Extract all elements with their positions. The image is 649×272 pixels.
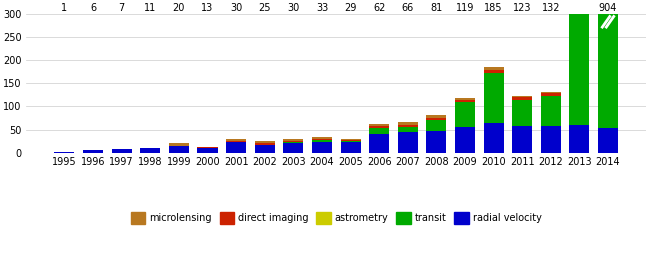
Bar: [512, 100, 532, 126]
Bar: [455, 100, 475, 102]
Bar: [512, 97, 532, 100]
Legend: microlensing, direct imaging, astrometry, transit, radial velocity: microlensing, direct imaging, astrometry…: [127, 208, 546, 228]
Bar: [226, 142, 246, 143]
Bar: [426, 120, 447, 131]
Bar: [598, 0, 618, 128]
Bar: [169, 146, 189, 153]
Bar: [512, 126, 532, 153]
Bar: [197, 147, 217, 153]
Bar: [455, 127, 475, 153]
Bar: [484, 67, 504, 70]
Bar: [254, 143, 275, 145]
Bar: [140, 147, 160, 148]
Bar: [398, 132, 418, 153]
Bar: [312, 140, 332, 142]
Bar: [312, 139, 332, 140]
Bar: [541, 96, 561, 126]
Bar: [484, 70, 504, 73]
Bar: [226, 143, 246, 153]
Bar: [426, 131, 447, 153]
Bar: [140, 148, 160, 149]
Bar: [369, 126, 389, 128]
Bar: [426, 118, 447, 120]
Bar: [341, 139, 361, 140]
Bar: [569, 125, 589, 153]
Bar: [112, 149, 132, 153]
Bar: [398, 127, 418, 132]
Bar: [312, 137, 332, 139]
Bar: [569, 0, 589, 125]
Bar: [541, 92, 561, 93]
Bar: [484, 73, 504, 123]
Bar: [541, 93, 561, 96]
Bar: [55, 152, 75, 153]
Bar: [455, 98, 475, 100]
Bar: [254, 141, 275, 143]
Bar: [169, 143, 189, 146]
Bar: [512, 96, 532, 97]
Bar: [312, 142, 332, 153]
Bar: [484, 123, 504, 153]
Bar: [541, 126, 561, 153]
Bar: [254, 145, 275, 153]
Bar: [83, 150, 103, 153]
Bar: [226, 139, 246, 141]
Bar: [226, 141, 246, 142]
Bar: [398, 122, 418, 125]
Bar: [598, 128, 618, 153]
Bar: [284, 139, 303, 141]
Bar: [369, 128, 389, 134]
Bar: [426, 115, 447, 118]
Bar: [455, 102, 475, 127]
Bar: [369, 134, 389, 153]
Bar: [398, 125, 418, 127]
Bar: [140, 149, 160, 153]
Bar: [341, 141, 361, 153]
Bar: [284, 143, 303, 153]
Bar: [369, 124, 389, 126]
Bar: [284, 141, 303, 143]
Bar: [341, 140, 361, 141]
